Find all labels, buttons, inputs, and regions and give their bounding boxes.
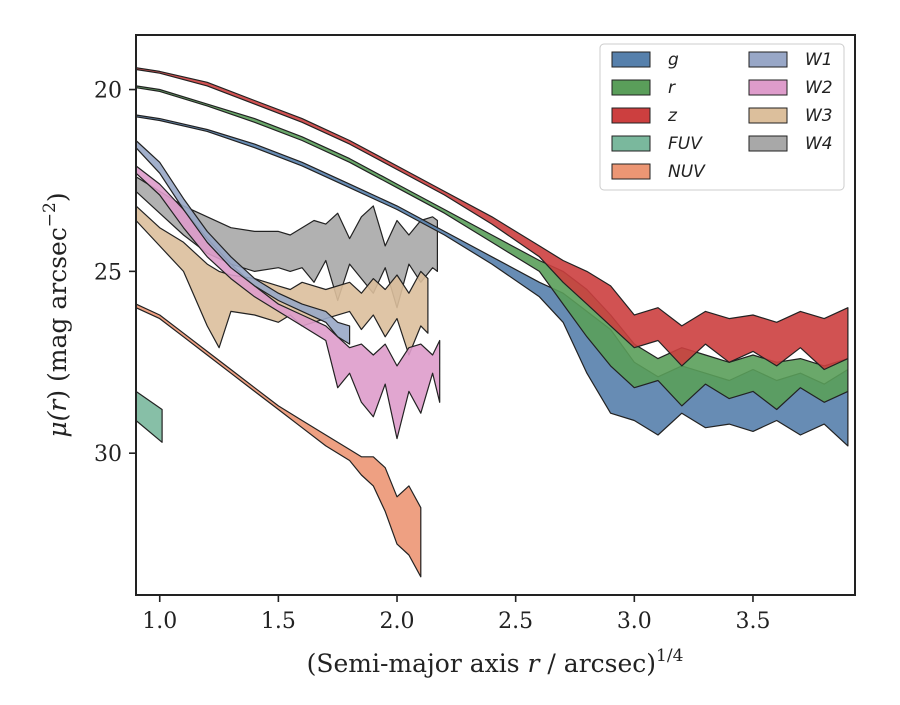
legend-label-w4: W4 xyxy=(805,134,833,154)
legend-swatch-r xyxy=(611,79,651,96)
x-tick-label: 2.0 xyxy=(380,609,415,634)
x-tick-label: 1.5 xyxy=(261,609,296,634)
x-axis-label: (Semi-major axis r / arcsec)1/4 xyxy=(307,646,684,678)
legend-label-g: g xyxy=(668,50,679,70)
legend-swatch-w2 xyxy=(748,79,788,96)
legend-label-r: r xyxy=(668,78,676,98)
y-tick-label: 25 xyxy=(94,260,122,285)
legend-label-w3: W3 xyxy=(805,106,833,126)
series-band-g xyxy=(135,114,849,447)
x-axis: 1.0 1.5 2.0 2.5 3.0 3.5 xyxy=(142,595,770,634)
y-axis: 20 25 30 xyxy=(94,79,136,467)
y-axis-label: μ(r) (mag arcsec−2) xyxy=(40,192,72,437)
series-band-r xyxy=(135,85,849,411)
legend-label-nuv: NUV xyxy=(668,162,706,182)
legend-label-w1: W1 xyxy=(805,50,833,70)
series-band-w2 xyxy=(135,165,441,440)
series-band-nuv xyxy=(135,303,422,578)
legend-swatch-fuv xyxy=(611,135,651,152)
legend-swatch-w1 xyxy=(748,51,788,68)
legend-label-w2: W2 xyxy=(805,78,833,98)
x-tick-label: 2.5 xyxy=(498,609,533,634)
x-tick-label: 3.0 xyxy=(617,609,652,634)
y-tick-label: 20 xyxy=(94,79,122,104)
legend-label-fuv: FUV xyxy=(668,134,703,154)
legend-swatch-z xyxy=(611,107,651,124)
legend-items: grz FUV NUV W1 W2 W3 W4 xyxy=(611,50,833,182)
legend-swatch-w3 xyxy=(748,107,788,124)
legend-swatch-g xyxy=(611,51,651,68)
legend-swatch-nuv xyxy=(611,163,651,180)
plot-frame xyxy=(135,34,856,596)
legend-label-z: z xyxy=(667,106,678,126)
series-band-z xyxy=(135,67,849,371)
y-tick-label: 30 xyxy=(94,442,122,467)
series-layer xyxy=(135,67,849,578)
series-band-w3 xyxy=(135,205,429,356)
legend: grz FUV NUV W1 W2 W3 W4 xyxy=(599,43,845,191)
series-band-w4 xyxy=(135,176,438,309)
series-band-w1 xyxy=(135,139,351,345)
legend-swatch-w4 xyxy=(748,135,788,152)
x-tick-label: 3.5 xyxy=(735,609,770,634)
series-band-fuv xyxy=(135,390,163,443)
x-tick-label: 1.0 xyxy=(142,609,177,634)
